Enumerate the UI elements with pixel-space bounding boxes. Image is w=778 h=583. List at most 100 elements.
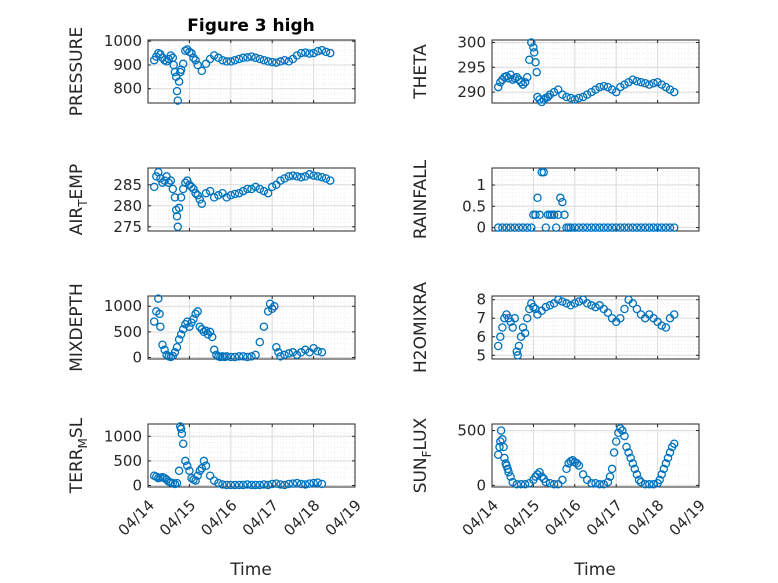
data-point: [616, 313, 625, 323]
x-tick-label: 04/15: [156, 496, 199, 539]
data-point: [620, 304, 629, 314]
data-point: [545, 301, 555, 310]
data-point: [496, 332, 505, 342]
data-point: [149, 317, 159, 326]
data-point: [255, 184, 265, 194]
y-axis-label: TERRMSL: [67, 417, 90, 494]
data-point: [535, 210, 544, 220]
data-point: [566, 223, 575, 232]
data-point: [222, 352, 231, 361]
data-point: [251, 350, 260, 360]
data-point: [267, 304, 277, 314]
data-point: [591, 223, 600, 232]
data-point: [209, 345, 219, 355]
data-point: [603, 477, 613, 487]
x-axis-label-left: Time: [229, 560, 272, 580]
data-point: [553, 210, 563, 220]
data-point: [595, 223, 604, 232]
data-point: [640, 223, 650, 232]
data-point: [516, 77, 526, 87]
data-point: [288, 479, 298, 488]
data-point: [493, 82, 503, 92]
data-point: [259, 186, 269, 196]
plot-area: [492, 168, 699, 231]
data-point: [513, 351, 522, 360]
data-point: [162, 57, 171, 66]
x-tick-label: 04/18: [624, 496, 667, 539]
data-point: [661, 223, 671, 232]
data-point: [626, 453, 635, 463]
data-point: [170, 193, 180, 202]
data-point: [205, 471, 215, 480]
data-point: [493, 341, 503, 351]
data-point: [533, 193, 542, 203]
data-point: [195, 466, 205, 476]
data-point: [570, 223, 580, 232]
data-point: [209, 476, 219, 485]
data-point: [632, 470, 642, 479]
y-axis-label-text: PRESSURE: [67, 27, 87, 116]
data-point: [574, 297, 584, 306]
x-tick-label: 04/17: [583, 496, 626, 539]
data-point: [284, 57, 294, 66]
data-point: [661, 459, 671, 468]
data-point: [272, 479, 281, 488]
data-point: [520, 328, 530, 338]
data-point: [653, 223, 662, 232]
data-point: [166, 176, 176, 185]
data-point: [247, 184, 256, 194]
data-point: [280, 55, 289, 65]
subplot-5: 0 500 1000 MIXDEPTH: [67, 283, 356, 372]
y-tick-label: 280: [113, 197, 142, 215]
data-point: [313, 172, 322, 181]
data-point: [276, 480, 285, 489]
data-point: [301, 172, 310, 181]
data-point: [280, 174, 289, 183]
data-point: [566, 93, 575, 103]
data-point: [313, 347, 322, 356]
data-point: [514, 341, 524, 351]
data-point: [603, 223, 613, 232]
data-point: [243, 352, 252, 362]
data-point: [280, 350, 289, 360]
data-point: [218, 55, 227, 65]
data-point: [529, 48, 539, 57]
data-point: [183, 176, 192, 185]
data-point: [195, 195, 205, 204]
data-point: [226, 480, 236, 490]
data-point: [599, 223, 609, 232]
data-point: [226, 57, 236, 66]
y-tick-label: 7: [476, 309, 486, 327]
data-point: [551, 223, 561, 232]
axes-box: [491, 39, 700, 104]
axes-box: [147, 295, 356, 360]
data-point: [532, 67, 541, 77]
data-point: [541, 302, 551, 312]
data-point: [296, 48, 306, 58]
data-point: [187, 48, 196, 58]
data-point: [669, 223, 679, 232]
y-tick-label: 1000: [104, 32, 142, 50]
data-point: [251, 182, 260, 192]
data-point: [189, 184, 198, 194]
data-point: [570, 95, 580, 104]
data-point: [506, 472, 515, 481]
data-point: [661, 323, 671, 332]
data-point: [222, 193, 231, 202]
data-point: [263, 188, 273, 198]
data-point: [522, 223, 532, 232]
data-point: [620, 431, 629, 441]
data-point: [154, 294, 163, 303]
data-point: [230, 189, 240, 199]
data-point: [560, 210, 569, 220]
data-point: [609, 448, 619, 457]
data-point: [562, 299, 571, 308]
data-point: [504, 467, 513, 477]
data-point: [628, 299, 638, 308]
data-point: [628, 75, 638, 84]
y-tick-label: 1000: [104, 427, 142, 445]
data-point: [160, 176, 169, 185]
data-point: [234, 480, 244, 490]
data-point: [562, 464, 571, 474]
